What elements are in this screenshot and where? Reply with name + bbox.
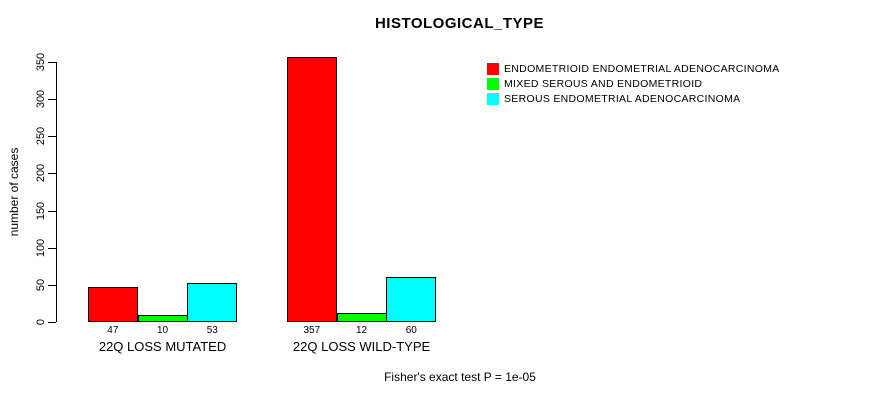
bar-mixed-wild-type	[337, 313, 387, 322]
legend-color-swatch	[487, 93, 499, 105]
bar-value-label: 10	[156, 325, 169, 336]
annotation-fisher-test: Fisher's exact test P = 1e-05	[384, 370, 536, 384]
legend-item: SEROUS ENDOMETRIAL ADENOCARCINOMA	[487, 93, 780, 105]
bar-value-label: 53	[206, 325, 218, 336]
bar-value-label: 60	[405, 325, 417, 336]
x-category-label: 22Q LOSS WILD-TYPE	[292, 339, 431, 354]
legend-color-swatch	[487, 63, 499, 75]
bar-serous-mutated	[187, 282, 237, 322]
bar-value-label: 357	[303, 325, 321, 336]
y-tick-mark	[48, 322, 56, 323]
legend-label: MIXED SEROUS AND ENDOMETRIOID	[504, 78, 703, 90]
bar-endometrioid-wild-type	[287, 56, 337, 322]
legend-item: ENDOMETRIOID ENDOMETRIAL ADENOCARCINOMA	[487, 63, 780, 75]
bar-mixed-mutated	[138, 314, 188, 322]
y-tick-mark	[48, 62, 56, 63]
bar-value-label: 12	[355, 325, 368, 336]
bar-endometrioid-mutated	[88, 287, 138, 322]
legend-item: MIXED SEROUS AND ENDOMETRIOID	[487, 78, 780, 90]
y-tick-mark	[48, 173, 56, 175]
y-tick-mark	[48, 247, 56, 249]
bar-value-label: 47	[107, 325, 119, 336]
y-tick-mark	[48, 136, 56, 138]
legend-label: SEROUS ENDOMETRIAL ADENOCARCINOMA	[504, 93, 741, 105]
chart-title: HISTOLOGICAL_TYPE	[374, 15, 545, 32]
legend: ENDOMETRIOID ENDOMETRIAL ADENOCARCINOMA M…	[487, 63, 780, 108]
bar-serous-wild-type	[386, 277, 436, 322]
y-tick-mark	[48, 210, 56, 212]
legend-rows: ENDOMETRIOID ENDOMETRIAL ADENOCARCINOMA M…	[487, 63, 780, 105]
legend-label: ENDOMETRIOID ENDOMETRIAL ADENOCARCINOMA	[504, 63, 780, 75]
y-tick-mark	[48, 284, 56, 286]
y-axis-line	[56, 62, 57, 322]
legend-color-swatch	[487, 78, 499, 90]
x-category-label: 22Q LOSS MUTATED	[98, 339, 227, 354]
y-tick-mark	[48, 99, 56, 101]
